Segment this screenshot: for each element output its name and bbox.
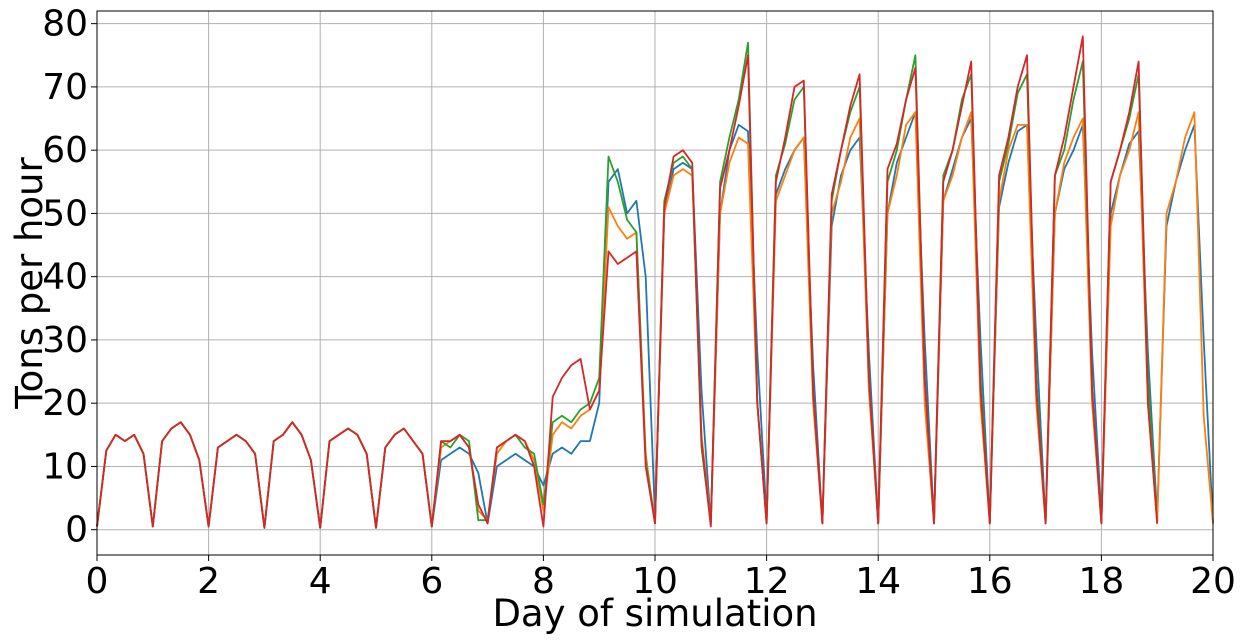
x-tick-label: 10	[632, 561, 678, 602]
y-tick-label: 30	[42, 320, 88, 361]
x-tick-label: 8	[532, 561, 555, 602]
x-tick-label: 2	[197, 561, 220, 602]
y-tick-label: 10	[42, 446, 88, 487]
y-tick-label: 0	[65, 510, 88, 551]
series-lines	[96, 35, 1214, 529]
x-tick-label: 4	[309, 561, 332, 602]
x-tick-label: 14	[855, 561, 901, 602]
series-line-4	[96, 35, 1159, 529]
x-tick-label: 20	[1190, 561, 1236, 602]
y-axis-label: Tons per hour	[8, 157, 51, 410]
grid	[96, 11, 1214, 555]
x-tick-label: 6	[420, 561, 443, 602]
y-tick-label: 20	[42, 383, 88, 424]
y-tick-label: 60	[42, 130, 88, 171]
y-tick-label: 40	[42, 257, 88, 298]
axis-ticks: 0 2 4 6 8 10 12 14 16 18 20 0 10 20 30 40 50 60 70 80	[42, 4, 1236, 602]
x-tick-label: 18	[1078, 561, 1124, 602]
y-tick-label: 80	[42, 4, 88, 45]
y-tick-label: 50	[42, 193, 88, 234]
x-axis-label: Day of simulation	[492, 592, 817, 635]
y-tick-label: 70	[42, 67, 88, 108]
x-tick-label: 16	[967, 561, 1013, 602]
x-tick-label: 0	[86, 561, 109, 602]
x-tick-label: 12	[744, 561, 790, 602]
